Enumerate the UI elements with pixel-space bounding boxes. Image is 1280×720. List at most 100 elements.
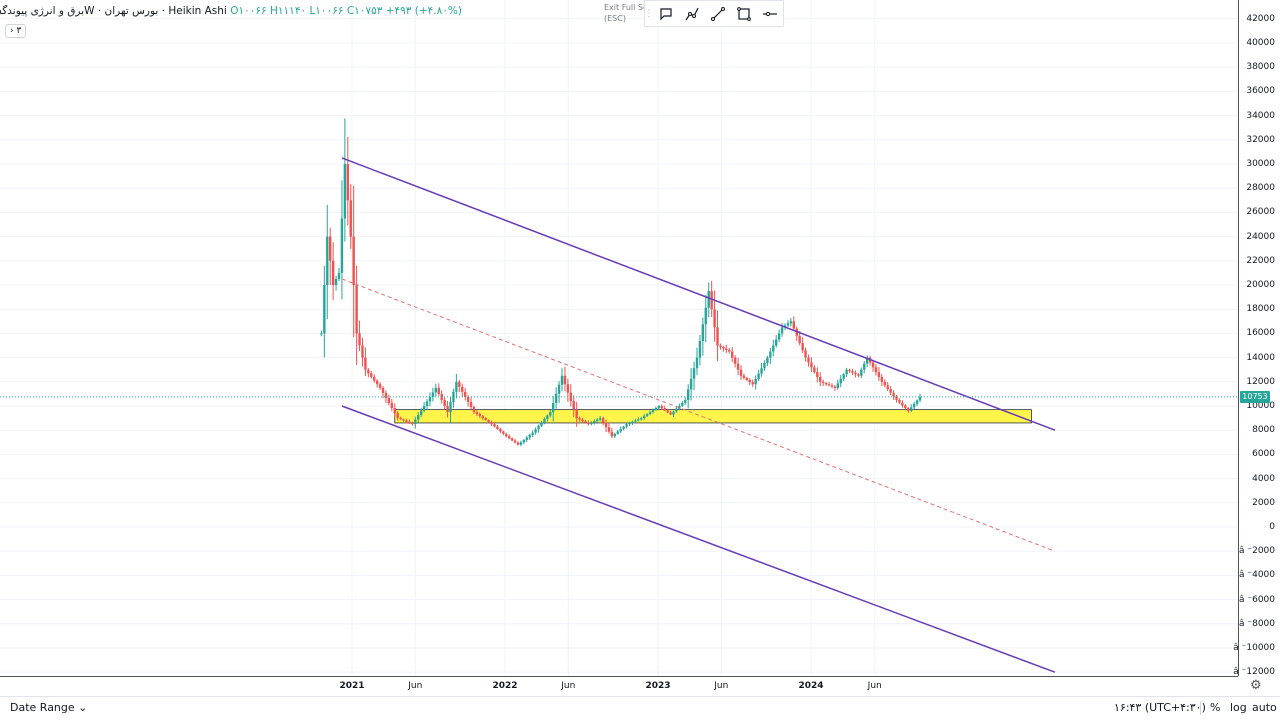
candle-body [813,367,816,373]
horizontal-ray-icon[interactable] [757,1,783,27]
candle-body [431,392,435,397]
candle-body [546,415,549,419]
symbol-legend[interactable]: برق و انرژی پیوندگستر پارس · 1W · بورس ت… [0,5,462,17]
gear-icon[interactable]: ⚙ [1250,678,1262,693]
price-tick: 10000 [1246,401,1275,411]
candle-body [692,368,696,379]
price-scale[interactable]: 42000 40000 38000 36000 34000 32000 30000 28000… [1233,0,1280,677]
time-tick: 2023 [645,681,671,691]
candle-body [554,393,558,403]
chart-canvas[interactable] [0,0,1238,676]
candle-body [912,403,916,408]
candle-body [349,200,352,237]
candle-body [537,425,540,430]
candle-body [874,367,878,373]
candle-body [833,386,837,388]
candle-body [865,357,869,364]
candle-body [437,387,440,394]
candle-body [575,409,578,419]
auto-scale-toggle[interactable]: auto [1252,701,1277,714]
rectangle-icon[interactable] [731,1,757,27]
candle-body [827,384,831,386]
candle-body [898,399,901,403]
candle-body [566,384,570,393]
candle-body [443,399,446,406]
candle-body [751,382,754,385]
price-tick: 30000 [1246,159,1275,169]
exit-fullscreen-label: Exit Full Sc [604,3,648,12]
candle-body [730,351,734,358]
candle-body [684,399,687,403]
drag-handle-icon[interactable]: ⋮ [644,8,654,19]
trend-line-icon[interactable] [705,1,731,27]
candle-body [510,438,514,441]
price-tick: 26000 [1246,207,1275,218]
candle-body [678,405,681,409]
candle-body [414,419,417,425]
legend-open: O۱۰۰۶۶ [230,5,267,17]
candle-body [396,413,399,419]
candle-body [408,421,411,423]
price-tick: 20000 [1246,280,1275,290]
candle-body [622,426,625,429]
candle-body [373,376,376,381]
candle-body [346,164,350,201]
bottom-toolbar: Date Range ⌄ ۱۶:۴۳ (UTC+۴:۳۰) % log auto [0,696,1280,720]
price-tick: 18000 [1246,304,1275,315]
candle-body [757,373,760,379]
time-scale[interactable]: 2021 Jun 2022 Jun 2023 Jun 2024 Jun [0,676,1238,696]
candle-body [610,431,614,437]
candle-body [358,333,361,346]
candle-body [507,436,511,439]
percent-scale-toggle[interactable]: % [1210,701,1221,714]
candle-body [549,412,552,416]
date-range-button[interactable]: Date Range ⌄ [10,701,87,714]
candle-body [830,385,834,387]
time-tick: Jun [867,681,882,691]
price-tick: 28000 [1246,183,1275,194]
candle-body [842,374,845,379]
candle-body [578,418,581,420]
candle-body [525,437,528,440]
candle-body [722,347,725,349]
candle-body [572,401,575,410]
candle-body [640,418,643,420]
candle-body [361,345,364,358]
candle-body [458,381,461,387]
candle-body [824,383,828,385]
support-zone-rectangle[interactable] [394,409,1032,424]
channel-midline[interactable] [341,278,1056,552]
price-tick: â ⁻10000 [1233,643,1275,653]
candle-body [775,339,778,346]
callout-icon[interactable] [653,1,679,27]
candle-body [590,422,593,425]
indicators-collapse-button[interactable]: › ۳ [5,24,27,38]
candle-body [607,427,611,432]
price-tick: 22000 [1246,255,1275,266]
candle-body [493,424,496,427]
log-scale-toggle[interactable]: log [1230,701,1247,714]
candle-body [780,327,784,334]
candle-body [695,357,699,369]
chart-area[interactable] [0,0,1238,676]
price-tick: 8000 [1252,425,1275,436]
upper-channel-line[interactable] [341,157,1056,431]
candle-body [672,411,675,415]
price-tick: 34000 [1246,110,1275,121]
price-tick: â ⁻6000 [1238,594,1275,605]
candle-body [378,384,382,388]
candle-body [657,406,661,409]
price-tick: 14000 [1246,352,1275,363]
candle-body [367,369,370,374]
path-icon[interactable] [679,1,705,27]
timezone-clock[interactable]: ۱۶:۴۳ (UTC+۴:۳۰) [1114,701,1206,714]
candle-body [892,392,895,397]
candle-body [601,418,605,423]
time-tick: 2022 [492,681,518,691]
lower-channel-line[interactable] [341,405,1056,673]
candle-body [625,424,628,427]
candle-body [719,345,722,348]
candle-body [604,422,608,428]
candle-body [472,407,476,413]
exit-fullscreen-hint[interactable]: Exit Full Sc (ESC) [604,2,647,24]
